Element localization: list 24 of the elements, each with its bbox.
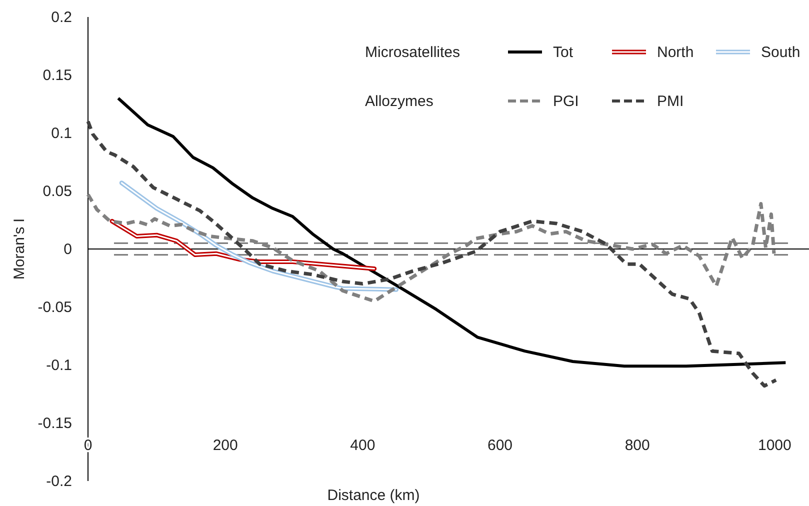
x-tick-label: 400 [350,437,376,454]
x-axis-title: Distance (km) [327,487,420,504]
y-tick-label: 0.05 [42,182,72,200]
y-axis-title: Moran's I [11,218,28,280]
annotation: Allozymes [365,93,434,110]
y-tick-label: 0.2 [51,8,72,26]
y-tick-label: -0.2 [46,472,72,490]
y-tick-label: 0.1 [51,124,72,142]
legend-label: North [657,44,694,61]
legend-label: PGI [553,93,579,110]
x-tick-label: 1000 [758,437,792,454]
annotation: Microsatellites [365,44,460,61]
x-tick-label: 600 [487,437,513,454]
legend-label: PMI [657,93,684,110]
y-tick-label: 0 [64,240,72,258]
x-tick-label: 800 [624,437,650,454]
y-tick-label: -0.1 [46,356,72,374]
legend-label: Tot [553,44,574,61]
legend-label: South [761,44,800,61]
line-series [86,120,778,388]
y-tick-label: 0.15 [42,66,72,84]
y-tick-label: -0.15 [38,414,72,432]
x-tick-label: 200 [212,437,238,454]
y-tick-label: -0.05 [38,298,72,316]
